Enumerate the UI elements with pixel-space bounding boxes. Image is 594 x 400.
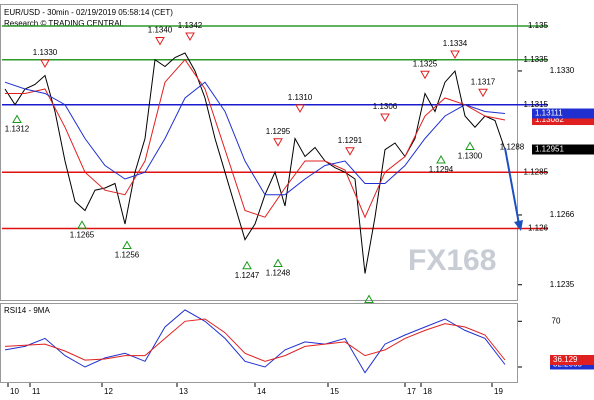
rsi-panel [0, 303, 518, 383]
swing-marker [345, 147, 355, 156]
swing-marker [380, 113, 390, 122]
value-box-label: 1.13111 [535, 109, 563, 118]
x-tick-label: 14 [257, 387, 266, 396]
series-line [4, 309, 506, 374]
swing-marker [242, 260, 252, 270]
y-tick-label: 70 [552, 316, 561, 325]
swing-marker [185, 32, 195, 41]
swing-label: 1.1325 [413, 59, 438, 68]
swing-label: 1.1306 [373, 102, 398, 111]
x-tick-label: 11 [32, 387, 41, 396]
swing-label: 1.1265 [70, 230, 95, 239]
value-box-label: 1.13082 [535, 115, 564, 124]
level-label: 1.135 [528, 21, 549, 30]
swing-label: 1.1247 [235, 271, 260, 280]
rsi-title: RSI14 - 9MA [4, 306, 50, 315]
swing-marker [420, 70, 430, 80]
value-box [532, 108, 594, 119]
x-tick-label: 15 [330, 387, 339, 396]
value-box-label: 36.129 [553, 355, 578, 364]
swing-label: 1.1294 [429, 165, 454, 174]
swing-marker [295, 104, 305, 113]
x-tick-label: 19 [494, 387, 503, 396]
swing-marker [450, 50, 460, 59]
swing-label: 1.1310 [288, 93, 313, 102]
swing-label: 1.1330 [33, 48, 58, 57]
swing-label: 1.1291 [338, 136, 363, 145]
price-panel [0, 4, 518, 301]
value-box [532, 144, 594, 155]
swing-label: 1.1248 [266, 269, 291, 278]
y-tick-label: 1.1266 [550, 210, 575, 219]
swing-label: 1.1300 [458, 152, 483, 161]
level-label: 1.1335 [524, 55, 549, 64]
value-box [550, 354, 594, 365]
series-line [5, 58, 506, 219]
series-line [4, 81, 506, 196]
level-label: 1.1315 [524, 100, 549, 109]
value-box-label: 1.12951 [535, 145, 564, 154]
swing-marker [273, 138, 283, 147]
swing-marker [12, 114, 22, 123]
swing-marker [478, 88, 488, 98]
swing-label: 1.1295 [266, 127, 291, 136]
swing-marker [77, 220, 87, 229]
x-tick-label: 17 [407, 387, 416, 396]
x-tick-label: 18 [423, 387, 432, 396]
swing-label: 1.1288 [500, 143, 525, 152]
swing-marker [122, 240, 132, 249]
swing-label: 1.1334 [443, 39, 468, 48]
swing-label: 1.1340 [148, 26, 173, 35]
level-label: 1.1285 [524, 167, 549, 176]
swing-label: 1.1256 [115, 251, 140, 260]
level-label: 1.126 [528, 224, 549, 233]
swing-marker [40, 59, 50, 68]
swing-label: 1.1342 [178, 21, 203, 30]
value-box [532, 115, 594, 126]
marks: 1011121314151718191.13301.12661.12357030… [2, 21, 594, 396]
swing-label: 1.1312 [5, 125, 30, 134]
x-tick-label: 13 [179, 387, 188, 396]
watermark: FX168 [408, 244, 496, 277]
arrow-head [514, 220, 523, 231]
chart-subtitle: Research © TRADING CENTRAL [4, 19, 125, 28]
swing-marker [436, 154, 446, 164]
y-tick-label: 1.1235 [550, 280, 575, 289]
x-tick-label: 12 [104, 387, 113, 396]
x-tick-label: 10 [10, 387, 19, 396]
swing-marker [465, 141, 475, 150]
y-tick-label: 1.1330 [550, 66, 575, 75]
swing-label: 1.1317 [471, 77, 496, 86]
swing-marker [364, 294, 374, 303]
chart-title: EUR/USD - 30min - 02/19/2019 05:58:14 (C… [4, 8, 173, 17]
swing-marker [155, 36, 165, 46]
forecast-arrow [504, 147, 520, 225]
series-line [4, 318, 506, 362]
series-line [4, 52, 506, 274]
swing-marker [273, 258, 283, 267]
